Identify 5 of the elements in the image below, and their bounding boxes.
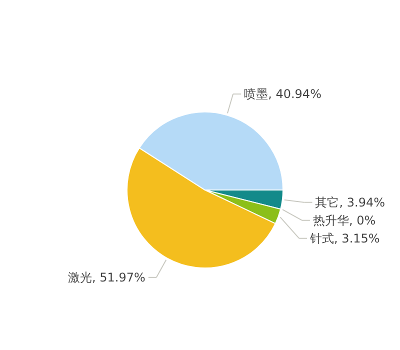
slice-label: 喷墨, 40.94% bbox=[244, 87, 322, 102]
slice-label: 激光, 51.97% bbox=[68, 270, 146, 284]
legend-label: 热升华, 0% bbox=[312, 213, 376, 228]
slice-label: 其它, 3.94% bbox=[315, 195, 385, 210]
slice-label: 针式, 3.15% bbox=[309, 231, 380, 246]
